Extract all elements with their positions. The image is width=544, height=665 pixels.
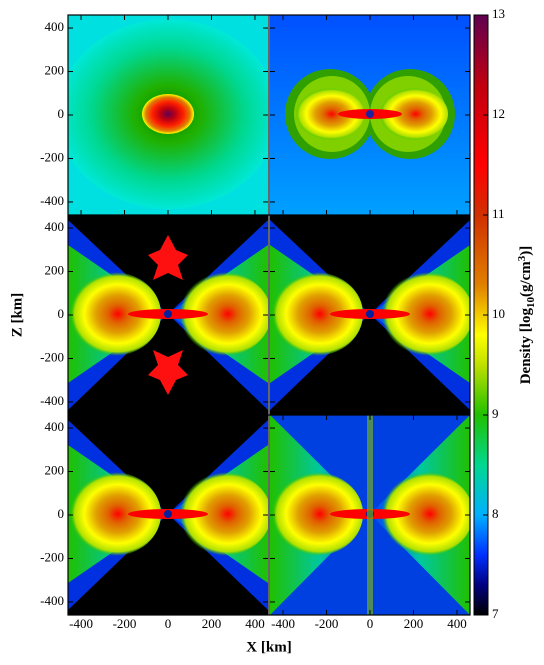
- colorbar-tick-label: 10: [492, 306, 505, 321]
- panel-2: [270, 15, 470, 215]
- y-tick-label: 0: [58, 306, 65, 321]
- x-tick-label: -200: [113, 616, 137, 631]
- colorbar-tick-label: 13: [492, 6, 505, 21]
- y-tick-label: 0: [58, 506, 65, 521]
- y-tick-label: -200: [40, 549, 64, 564]
- y-tick-label: 400: [45, 219, 65, 234]
- y-tick-label: -200: [40, 349, 64, 364]
- x-tick-label: -400: [69, 616, 93, 631]
- colorbar-label-part: Density [log: [518, 308, 534, 385]
- colorbar-label: Density [log10(g/cm3)]: [516, 246, 537, 385]
- y-tick-label: 200: [45, 263, 65, 278]
- colorbar-label-part: (g/cm: [518, 261, 534, 297]
- colorbar-label-part: 10: [525, 297, 537, 309]
- y-tick-label: -400: [40, 593, 64, 608]
- panel-6: [270, 415, 470, 615]
- colorbar-label-part: 3: [516, 255, 528, 261]
- panel-1: [68, 15, 268, 215]
- colorbar-tick-label: 11: [492, 206, 505, 221]
- colorbar-tick-label: 7: [492, 606, 499, 621]
- y-tick-label: 400: [45, 19, 65, 34]
- colorbar-tick-label: 9: [492, 406, 499, 421]
- colorbar-tick-label: 12: [492, 106, 505, 121]
- y-tick-label: 0: [58, 106, 65, 121]
- x-tick-label: 200: [202, 616, 222, 631]
- y-tick-label: -400: [40, 193, 64, 208]
- y-tick-label: -200: [40, 149, 64, 164]
- y-tick-label: 200: [45, 63, 65, 78]
- y-axis-label: Z [km]: [9, 293, 25, 338]
- x-tick-label: -200: [315, 616, 339, 631]
- x-tick-label: 200: [404, 616, 424, 631]
- panel-4: [267, 215, 473, 415]
- panel-5: [65, 415, 271, 615]
- y-tick-label: -400: [40, 393, 64, 408]
- colorbar-label-part: )]: [518, 246, 534, 256]
- x-tick-label: 400: [245, 616, 265, 631]
- x-tick-label: 400: [447, 616, 467, 631]
- colorbar-tick-label: 8: [492, 506, 499, 521]
- x-tick-label: 0: [367, 616, 374, 631]
- x-tick-label: 0: [165, 616, 172, 631]
- y-tick-label: 400: [45, 419, 65, 434]
- panel-3: [65, 215, 271, 415]
- y-tick-label: 200: [45, 463, 65, 478]
- x-axis-label: X [km]: [246, 639, 291, 655]
- x-tick-label: -400: [271, 616, 295, 631]
